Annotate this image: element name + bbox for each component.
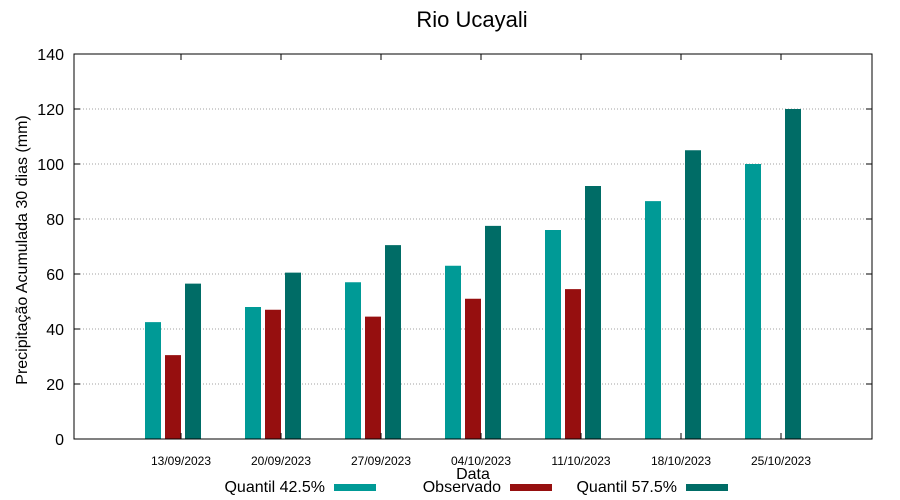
- bar: [345, 282, 361, 439]
- x-tick-label: 25/10/2023: [751, 454, 811, 468]
- bar: [465, 298, 481, 439]
- chart-title: Rio Ucayali: [416, 7, 527, 32]
- x-axis-label: Data: [456, 466, 490, 483]
- x-tick-label: 18/10/2023: [651, 454, 711, 468]
- bar: [685, 150, 701, 439]
- y-tick-label: 140: [37, 47, 64, 64]
- bar: [245, 307, 261, 439]
- x-axis-ticks: 13/09/2023 20/09/2023 27/09/2023 04/10/2023…: [151, 54, 811, 468]
- bar: [485, 225, 501, 439]
- legend: Quantil 42.5% Observado Quantil 57.5%: [224, 479, 728, 496]
- bar: [585, 186, 601, 439]
- x-tick-label: 27/09/2023: [351, 454, 411, 468]
- legend-label: Quantil 42.5%: [224, 479, 325, 496]
- x-tick-label: 04/10/2023: [451, 454, 511, 468]
- legend-label: Quantil 57.5%: [576, 479, 677, 496]
- y-tick-label: 0: [55, 432, 64, 449]
- y-axis-ticks: 0 20 40 60 80 100 120 140: [37, 47, 872, 449]
- y-tick-label: 80: [46, 212, 64, 229]
- y-tick-label: 100: [37, 157, 64, 174]
- x-tick-label: 11/10/2023: [551, 454, 610, 468]
- legend-swatch: [334, 484, 376, 491]
- legend-swatch: [510, 484, 552, 491]
- bar: [285, 272, 301, 439]
- legend-label: Observado: [423, 479, 501, 496]
- y-tick-label: 40: [46, 322, 64, 339]
- bar: [445, 265, 461, 439]
- x-tick-label: 13/09/2023: [151, 454, 211, 468]
- y-tick-label: 120: [37, 102, 64, 119]
- plot-frame: [73, 53, 873, 440]
- bar: [365, 316, 381, 439]
- y-tick-label: 20: [46, 377, 64, 394]
- bars: [145, 109, 801, 439]
- bar: [785, 109, 801, 439]
- bar: [745, 164, 761, 439]
- legend-swatch: [686, 484, 728, 491]
- bar: [385, 245, 401, 439]
- bar: [565, 289, 581, 439]
- x-tick-label: 20/09/2023: [251, 454, 311, 468]
- y-tick-label: 60: [46, 267, 64, 284]
- bar: [645, 201, 661, 439]
- bar: [165, 355, 181, 439]
- bar: [145, 322, 161, 439]
- bar: [265, 309, 281, 439]
- bar: [545, 230, 561, 439]
- y-axis-label: Precipitação Acumulada 30 dias (mm): [14, 115, 31, 384]
- bar: [185, 283, 201, 439]
